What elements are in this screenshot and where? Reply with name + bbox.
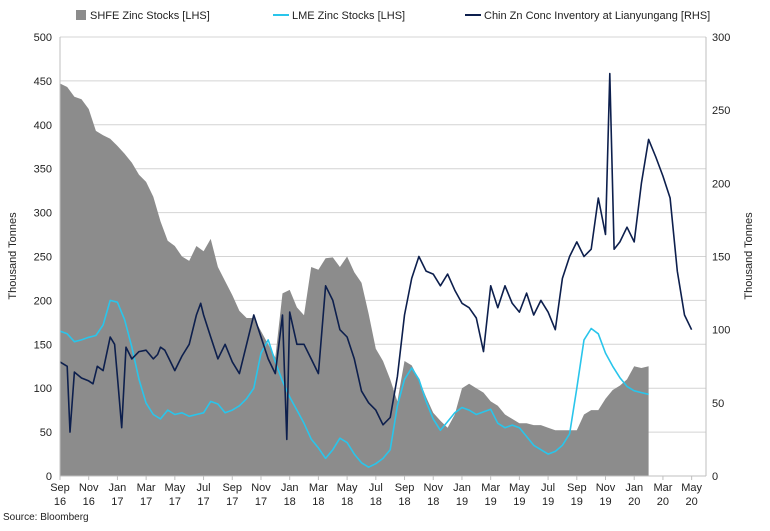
x-tick-label-month: Jul	[369, 482, 383, 494]
x-tick-label-year: 18	[284, 496, 296, 508]
legend-label-chin: Chin Zn Conc Inventory at Lianyungang [R…	[484, 10, 710, 22]
y-axis-right-title: Thousand Tonnes	[743, 212, 755, 300]
y-left-tick-label: 0	[46, 471, 52, 483]
x-tick-label-year: 17	[111, 496, 123, 508]
x-tick-label-month: Jan	[281, 482, 299, 494]
x-tick-label-month: Nov	[423, 482, 443, 494]
x-tick-label-year: 18	[398, 496, 410, 508]
x-tick-label-year: 20	[657, 496, 669, 508]
x-tick-label-year: 16	[83, 496, 95, 508]
plot-area	[59, 72, 693, 476]
y-left-tick-label: 300	[34, 208, 52, 220]
series-line-chin	[59, 72, 693, 441]
x-tick-label-month: May	[337, 482, 358, 494]
legend-swatch-shfe	[76, 10, 86, 20]
x-tick-label-year: 16	[54, 496, 66, 508]
legend-label-lme: LME Zinc Stocks [LHS]	[292, 10, 405, 22]
x-tick-label-year: 17	[140, 496, 152, 508]
x-tick-label-month: Jul	[541, 482, 555, 494]
x-tick-label-year: 19	[456, 496, 468, 508]
x-tick-label-year: 20	[628, 496, 640, 508]
axes: 0 50 100 150 200 250 300 350 400 450 500 0 50 100 150 2…	[34, 32, 731, 508]
x-tick-label-month: Mar	[137, 482, 156, 494]
y-right-tick-label: 100	[712, 325, 730, 337]
x-tick-label-month: Jan	[625, 482, 643, 494]
x-tick-label-year: 17	[169, 496, 181, 508]
source-note: Source: Bloomberg	[3, 512, 89, 523]
x-tick-label-month: Sep	[395, 482, 415, 494]
x-tick-label-month: May	[509, 482, 530, 494]
x-tick-label-month: Mar	[309, 482, 328, 494]
x-tick-label-month: Sep	[50, 482, 70, 494]
y-left-tick-label: 150	[34, 339, 52, 351]
x-tick-label-year: 18	[370, 496, 382, 508]
y-left-tick-label: 250	[34, 252, 52, 264]
x-tick-label-year: 20	[686, 496, 698, 508]
x-tick-label-month: Jul	[197, 482, 211, 494]
x-tick-label-month: Jan	[109, 482, 127, 494]
y-left-tick-label: 400	[34, 120, 52, 132]
y-right-tick-label: 200	[712, 178, 730, 190]
x-tick-label-month: Jan	[453, 482, 471, 494]
x-tick-label-year: 18	[341, 496, 353, 508]
y-left-tick-label: 200	[34, 295, 52, 307]
x-tick-label-year: 19	[542, 496, 554, 508]
x-tick-label-month: Mar	[481, 482, 500, 494]
x-tick-label-year: 17	[255, 496, 267, 508]
series-area-shfe	[60, 83, 649, 476]
y-right-tick-label: 0	[712, 471, 718, 483]
x-tick-label-year: 19	[485, 496, 497, 508]
legend: SHFE Zinc Stocks [LHS] LME Zinc Stocks […	[76, 10, 710, 22]
y-right-tick-label: 150	[712, 252, 730, 264]
x-tick-label-month: Nov	[251, 482, 271, 494]
y-left-tick-label: 100	[34, 383, 52, 395]
x-tick-label-month: Sep	[222, 482, 242, 494]
x-tick-label-month: Nov	[596, 482, 616, 494]
x-tick-label-year: 17	[226, 496, 238, 508]
y-right-tick-label: 250	[712, 105, 730, 117]
y-left-tick-label: 50	[40, 427, 52, 439]
x-tick-label-year: 18	[427, 496, 439, 508]
y-left-tick-label: 450	[34, 76, 52, 88]
y-right-tick-label: 50	[712, 398, 724, 410]
x-tick-label-month: Nov	[79, 482, 99, 494]
x-tick-label-year: 17	[197, 496, 209, 508]
x-tick-label-year: 19	[571, 496, 583, 508]
x-tick-label-month: May	[681, 482, 702, 494]
y-axis-left-title: Thousand Tonnes	[7, 212, 19, 300]
x-tick-label-year: 18	[312, 496, 324, 508]
x-tick-label-month: May	[164, 482, 185, 494]
x-tick-label-month: Sep	[567, 482, 587, 494]
legend-label-shfe: SHFE Zinc Stocks [LHS]	[90, 10, 210, 22]
x-tick-label-year: 19	[599, 496, 611, 508]
x-tick-label-month: Mar	[653, 482, 672, 494]
y-left-tick-label: 350	[34, 164, 52, 176]
y-left-tick-label: 500	[34, 32, 52, 44]
y-right-tick-label: 300	[712, 32, 730, 44]
series-line-lme	[59, 299, 649, 469]
x-tick-label-year: 19	[513, 496, 525, 508]
